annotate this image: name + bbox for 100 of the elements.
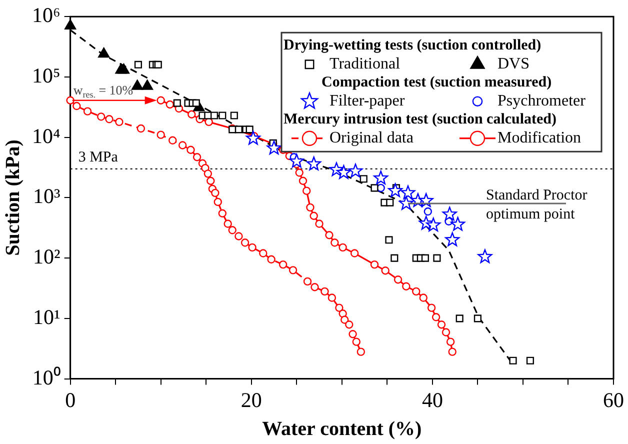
legend-label: Traditional xyxy=(330,56,401,73)
point xyxy=(178,141,187,150)
point xyxy=(310,212,318,220)
point xyxy=(442,206,457,221)
point xyxy=(192,153,202,162)
point xyxy=(141,80,154,90)
point xyxy=(267,255,276,264)
point xyxy=(360,175,368,183)
point xyxy=(83,107,92,116)
legend-label: Psychrometer xyxy=(498,92,586,110)
point xyxy=(330,238,339,247)
x-axis-title: Water content (%) xyxy=(262,418,422,440)
point xyxy=(386,198,394,206)
point xyxy=(456,314,464,322)
point xyxy=(356,348,366,356)
point xyxy=(204,170,212,178)
point xyxy=(432,313,440,322)
annotation: Compaction test (suction measured) xyxy=(322,74,552,91)
x-tick-label: 60 xyxy=(603,388,624,412)
legend-label: Original data xyxy=(330,130,414,147)
y-tick-label: 10⁶ xyxy=(32,3,60,28)
y-tick-label: 10¹ xyxy=(33,304,60,329)
point xyxy=(412,287,420,296)
point xyxy=(419,294,428,302)
point xyxy=(136,124,146,133)
point xyxy=(336,165,351,179)
point xyxy=(64,19,76,30)
point xyxy=(246,126,254,134)
point xyxy=(173,99,181,107)
point xyxy=(206,176,215,185)
point xyxy=(424,207,432,216)
point xyxy=(188,110,196,118)
point xyxy=(348,164,363,178)
point xyxy=(211,188,220,198)
point xyxy=(240,238,250,247)
point xyxy=(186,146,195,154)
point xyxy=(214,198,222,206)
point xyxy=(210,112,218,120)
point xyxy=(306,203,314,212)
point xyxy=(448,348,456,356)
point xyxy=(156,130,165,139)
point xyxy=(132,80,144,90)
point xyxy=(427,304,436,312)
y-tick-label: 10³ xyxy=(33,184,60,208)
point xyxy=(156,96,165,104)
point xyxy=(442,328,450,336)
x-tick-label: 0 xyxy=(65,388,76,412)
point xyxy=(278,260,288,269)
point xyxy=(325,231,334,240)
point xyxy=(228,226,236,234)
point xyxy=(105,115,114,124)
point xyxy=(302,186,311,195)
point xyxy=(98,47,110,58)
point xyxy=(204,112,212,120)
annotation: Standard Proctor optimum point xyxy=(486,188,588,223)
point xyxy=(394,275,402,284)
point xyxy=(259,249,268,258)
point xyxy=(266,140,282,154)
legend-label: Filter-paper xyxy=(330,92,406,110)
point xyxy=(348,330,357,338)
y-tick-label: 10² xyxy=(33,244,60,269)
point xyxy=(246,130,260,145)
point xyxy=(303,277,312,286)
point xyxy=(320,287,329,296)
point xyxy=(289,154,304,168)
point xyxy=(234,232,243,240)
y-tick-label: 10⁵ xyxy=(32,63,60,88)
point xyxy=(306,156,322,170)
point xyxy=(328,294,336,302)
point xyxy=(168,136,177,144)
point xyxy=(509,356,517,364)
point xyxy=(288,266,298,274)
point xyxy=(166,100,174,109)
point xyxy=(335,304,344,312)
point xyxy=(421,254,429,262)
point xyxy=(352,338,360,346)
point xyxy=(402,282,410,290)
y-tick-label: 10⁴ xyxy=(32,124,60,148)
point xyxy=(526,356,534,364)
point xyxy=(433,254,441,262)
y-tick-label: 10⁰ xyxy=(32,365,60,390)
point xyxy=(218,209,227,218)
point xyxy=(340,316,349,324)
point xyxy=(118,63,130,74)
point xyxy=(234,126,242,134)
point xyxy=(450,216,466,231)
point xyxy=(381,266,390,275)
annotation: Mercury intrusion test (suction calculated) xyxy=(284,112,557,128)
point xyxy=(310,283,319,292)
point xyxy=(97,112,106,121)
point xyxy=(230,112,238,120)
x-tick-label: 40 xyxy=(422,388,443,412)
ref-line-label: 3 MPa xyxy=(78,149,118,166)
annotation: Drying-wetting tests (suction controlled) xyxy=(284,38,542,54)
point xyxy=(398,196,414,210)
point xyxy=(385,236,393,244)
point xyxy=(298,176,308,185)
point xyxy=(478,249,492,264)
point xyxy=(248,243,256,252)
point xyxy=(390,254,398,262)
